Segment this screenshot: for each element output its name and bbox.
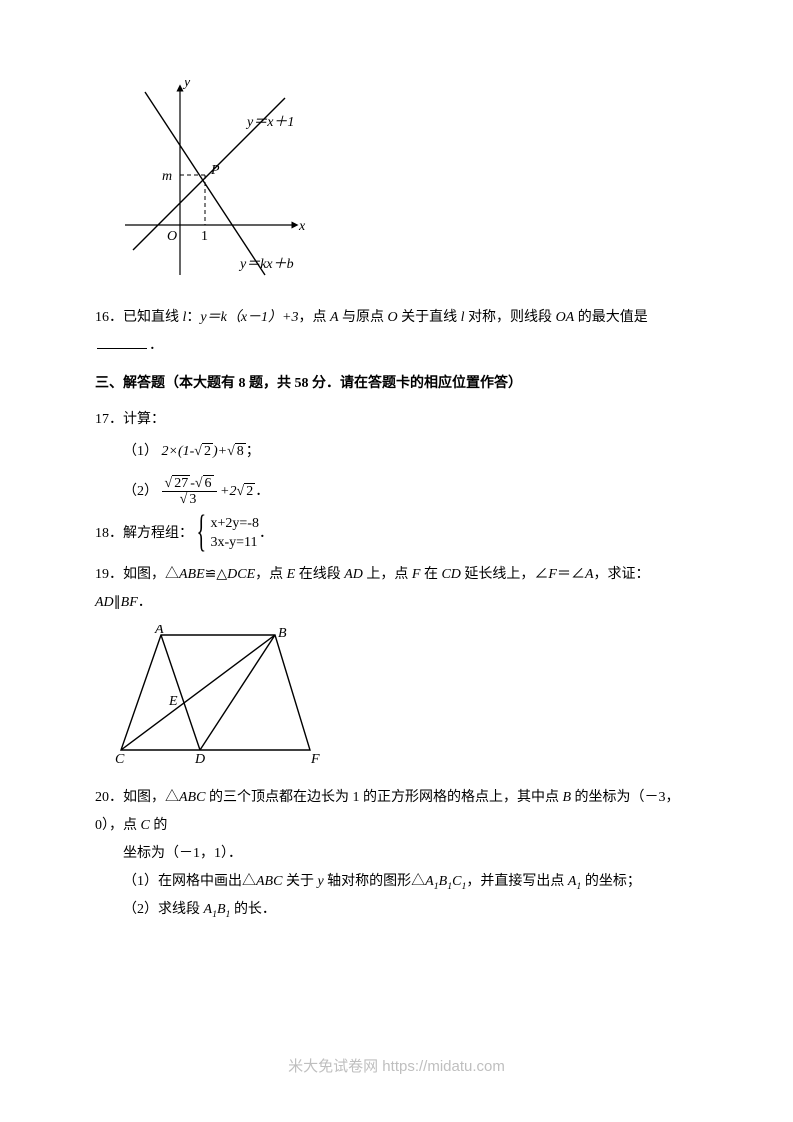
- figure-q19: A B C D F E: [115, 625, 698, 776]
- q16-num: 16．: [95, 310, 123, 325]
- question-16: 16．已知直线 l：y＝k（x－1）+3，点 A 与原点 O 关于直线 l 对称…: [95, 304, 698, 360]
- line2-label: y＝kx＋b: [238, 257, 294, 272]
- q18-system: x+2y=-8 3x-y=11: [197, 514, 259, 553]
- axis-y-label: y: [182, 80, 191, 90]
- q16-blank: [97, 334, 147, 349]
- q17-num: 17．: [95, 412, 123, 427]
- q19-num: 19．: [95, 567, 123, 582]
- P-label: P: [210, 163, 220, 178]
- tick-1-label: 1: [201, 229, 208, 244]
- origin-label: O: [167, 229, 177, 244]
- q20-part2: （2）求线段 A1B1 的长．: [95, 896, 698, 924]
- figure-q15: y x O 1 m P y＝x＋1 y＝kx＋b: [115, 80, 698, 296]
- svg-text:F: F: [310, 752, 320, 765]
- question-20: 20．如图，△ABC 的三个顶点都在边长为 1 的正方形网格的格点上，其中点 B…: [95, 784, 698, 840]
- line1-label: y＝x＋1: [245, 115, 294, 130]
- page-footer: 米大免试卷网 https://midatu.com: [0, 1052, 793, 1082]
- svg-text:C: C: [115, 752, 125, 765]
- q18-num: 18．: [95, 526, 123, 541]
- q17-part1: （1） 2×(1-√2)+√8；: [95, 438, 698, 466]
- q20-part1: （1）在网格中画出△ABC 关于 y 轴对称的图形△A1B1C1，并直接写出点 …: [95, 868, 698, 896]
- svg-text:B: B: [278, 626, 287, 641]
- question-19: 19．如图，△ABE≌△DCE，点 E 在线段 AD 上，点 F 在 CD 延长…: [95, 561, 698, 617]
- q20-line2: 坐标为（－1，1）．: [95, 840, 698, 868]
- m-label: m: [162, 169, 172, 184]
- q20-num: 20．: [95, 790, 123, 805]
- axis-x-label: x: [298, 219, 306, 234]
- question-17: 17．计算：: [95, 406, 698, 434]
- svg-text:D: D: [194, 752, 205, 765]
- section-3-title: 三、解答题（本大题有 8 题，共 58 分．请在答题卡的相应位置作答）: [95, 370, 698, 398]
- svg-text:E: E: [168, 694, 178, 709]
- question-18: 18．解方程组： x+2y=-8 3x-y=11 ．: [95, 514, 698, 553]
- svg-text:A: A: [154, 625, 164, 637]
- q17-part2: （2） √27-√6 √3 +2√2．: [95, 476, 698, 508]
